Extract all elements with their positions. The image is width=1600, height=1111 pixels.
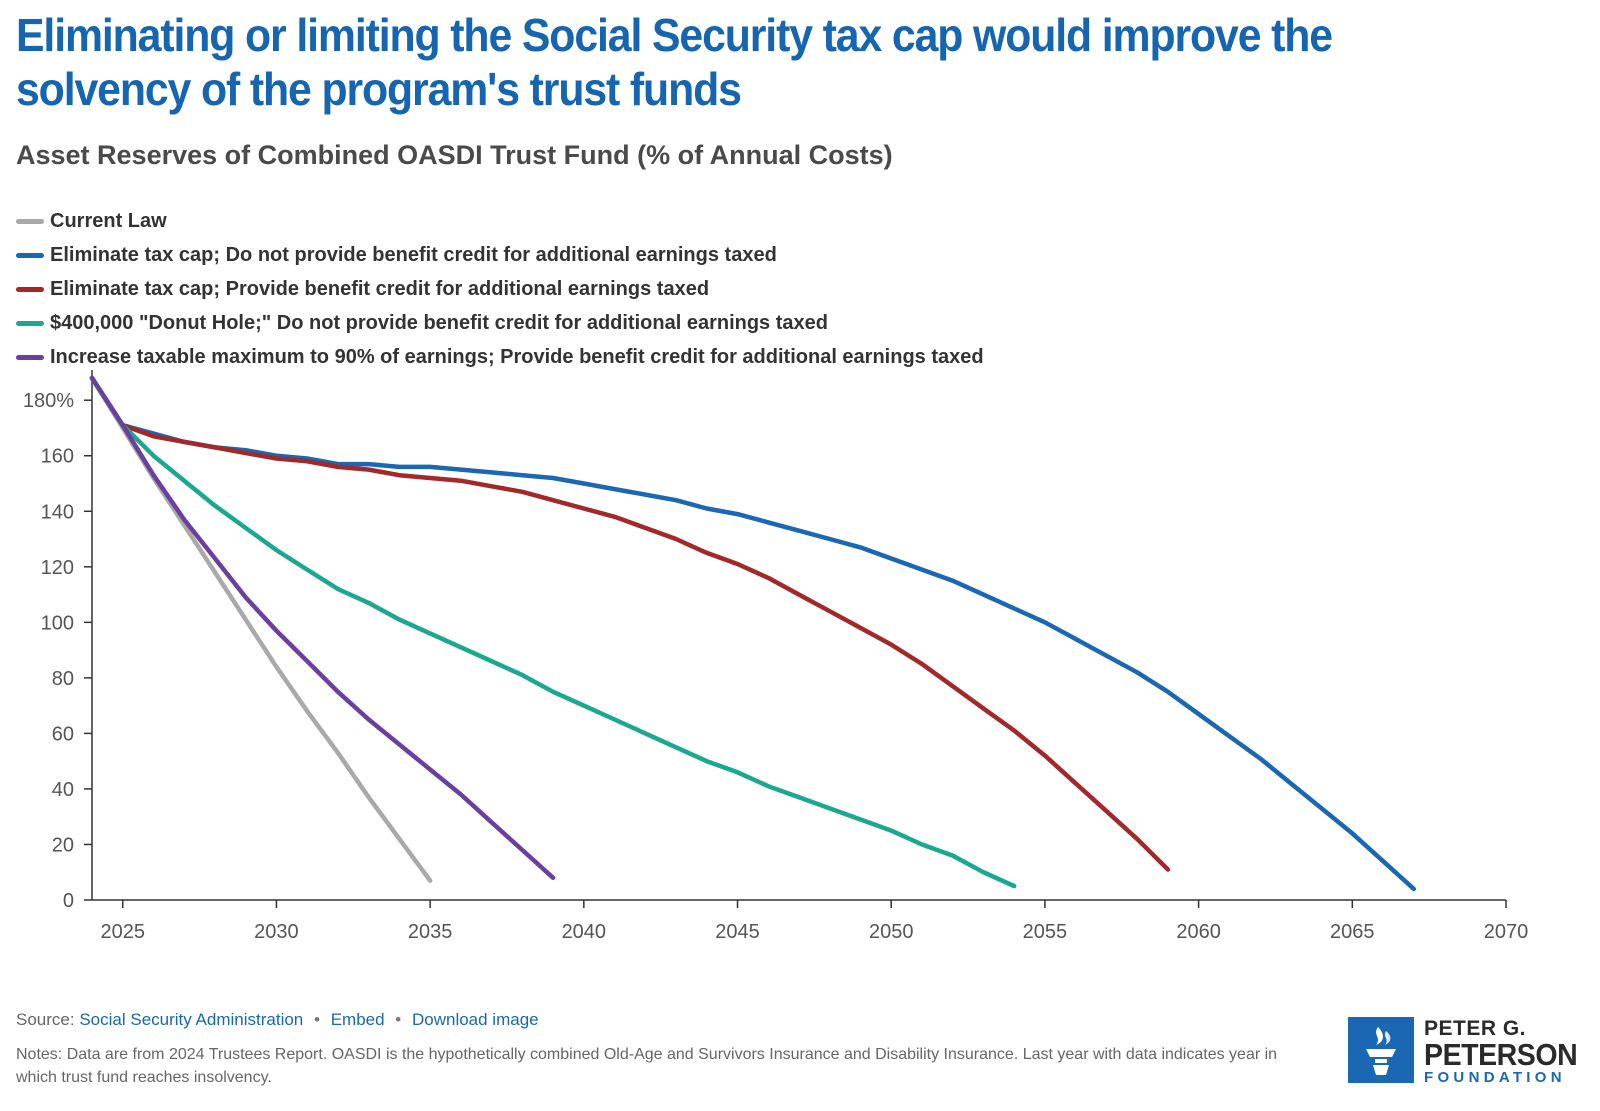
y-tick-label: 100 [41, 612, 74, 634]
legend-item-donut-hole: $400,000 "Donut Hole;" Do not provide be… [16, 306, 984, 340]
series-line-1 [89, 375, 1417, 892]
legend-item-taxable-max-90: Increase taxable maximum to 90% of earni… [16, 340, 984, 374]
source-link[interactable]: Social Security Administration [79, 1010, 304, 1029]
legend-item-eliminate-no-credit: Eliminate tax cap; Do not provide benefi… [16, 238, 984, 272]
series-line-3 [89, 375, 1017, 889]
legend-label: $400,000 "Donut Hole;" Do not provide be… [50, 311, 828, 334]
legend-label: Eliminate tax cap; Provide benefit credi… [50, 277, 710, 300]
embed-link[interactable]: Embed [330, 1010, 385, 1029]
series-line-4 [89, 375, 556, 881]
peterson-foundation-logo[interactable]: PETER G. PETERSON FOUNDATION [1348, 1017, 1588, 1087]
legend-swatch [16, 320, 44, 326]
legend: Current Law Eliminate tax cap; Do not pr… [16, 204, 984, 374]
series-line-2 [89, 375, 1171, 872]
y-tick-label: 40 [52, 779, 74, 801]
x-tick-label: 2025 [100, 921, 145, 943]
legend-label: Eliminate tax cap; Do not provide benefi… [50, 243, 777, 266]
x-tick-label: 2050 [869, 921, 914, 943]
legend-item-current-law: Current Law [16, 204, 984, 238]
legend-swatch [16, 252, 44, 258]
torch-icon [1348, 1017, 1414, 1083]
legend-label: Increase taxable maximum to 90% of earni… [50, 345, 984, 368]
source-line: Source: Social Security Administration •… [16, 1010, 539, 1030]
x-tick-label: 2035 [408, 921, 453, 943]
chart-title: Eliminating or limiting the Social Secur… [16, 9, 1333, 115]
x-tick-label: 2070 [1484, 921, 1529, 943]
legend-item-eliminate-credit: Eliminate tax cap; Provide benefit credi… [16, 272, 984, 306]
y-tick-label: 160 [41, 446, 74, 468]
y-tick-label: 0 [63, 890, 74, 912]
y-tick-label: 60 [52, 723, 74, 745]
x-tick-label: 2065 [1330, 921, 1375, 943]
download-image-link[interactable]: Download image [411, 1010, 539, 1029]
separator-dot: • [314, 1010, 320, 1029]
separator-dot: • [395, 1010, 402, 1029]
legend-swatch [16, 218, 44, 224]
y-tick-label: 140 [41, 501, 74, 523]
source-label: Source: [16, 1010, 75, 1029]
logo-line-3: FOUNDATION [1424, 1069, 1566, 1086]
x-tick-label: 2040 [562, 921, 607, 943]
chart-notes: Notes: Data are from 2024 Trustees Repor… [16, 1046, 1278, 1086]
y-tick-label: 20 [52, 834, 74, 856]
x-tick-label: 2055 [1023, 921, 1068, 943]
x-tick-label: 2030 [254, 921, 299, 943]
y-tick-label: 120 [41, 557, 74, 579]
legend-label: Current Law [50, 209, 167, 232]
logo-line-2: PETERSON [1424, 1037, 1578, 1072]
logo-line-1: PETER G. [1424, 1017, 1527, 1040]
chart-subtitle: Asset Reserves of Combined OASDI Trust F… [16, 140, 893, 170]
legend-swatch [16, 286, 44, 292]
x-tick-label: 2060 [1176, 921, 1221, 943]
legend-swatch [16, 354, 44, 360]
y-tick-label: 80 [52, 668, 74, 690]
y-tick-label: 180% [23, 390, 74, 412]
x-tick-label: 2045 [715, 921, 760, 943]
